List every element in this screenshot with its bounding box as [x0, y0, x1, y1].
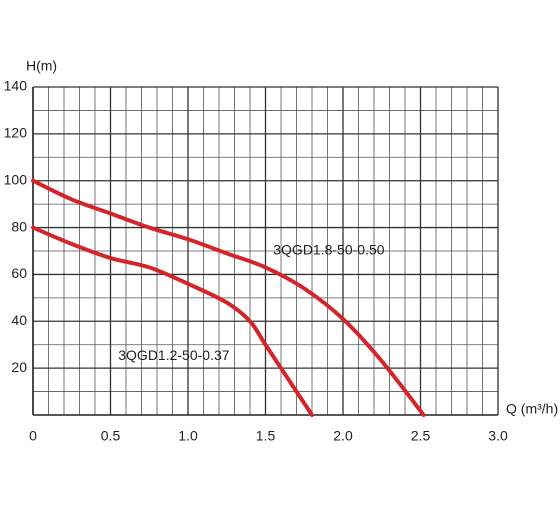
x-tick-label: 0.5: [101, 428, 121, 444]
y-tick-label: 20: [11, 359, 27, 375]
x-tick-label: 1.5: [256, 428, 276, 444]
y-axis-label: H(m): [26, 58, 57, 74]
x-tick-label: 3.0: [488, 428, 508, 444]
series-label: 3QGD1.2-50-0.37: [118, 347, 229, 363]
y-tick-label: 60: [11, 265, 27, 281]
curve: [31, 225, 314, 417]
curve: [31, 178, 426, 417]
y-tick-label: 140: [4, 78, 28, 94]
y-tick-label: 80: [11, 218, 27, 234]
y-tick-label: 120: [4, 125, 28, 141]
x-tick-label: 2.5: [411, 428, 431, 444]
series-label: 3QGD1.8-50-0.50: [273, 242, 384, 258]
x-tick-label: 0: [29, 428, 37, 444]
x-tick-label: 2.0: [333, 428, 353, 444]
x-tick-label: 1.0: [178, 428, 198, 444]
x-axis-label: Q (m³/h): [506, 401, 558, 417]
y-tick-label: 40: [11, 312, 27, 328]
y-tick-label: 100: [4, 171, 28, 187]
